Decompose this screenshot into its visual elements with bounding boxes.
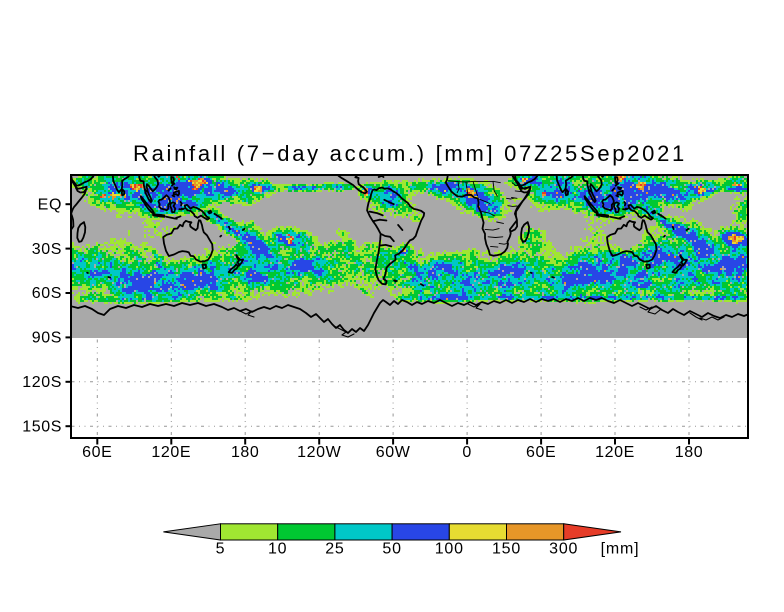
svg-text:60E: 60E bbox=[526, 444, 556, 461]
svg-text:30S: 30S bbox=[32, 241, 62, 258]
svg-text:0: 0 bbox=[462, 444, 472, 461]
svg-text:120E: 120E bbox=[151, 444, 191, 461]
svg-text:25: 25 bbox=[325, 541, 344, 558]
svg-text:10: 10 bbox=[268, 541, 287, 558]
svg-text:50: 50 bbox=[382, 541, 401, 558]
svg-text:120S: 120S bbox=[22, 374, 62, 391]
svg-text:EQ: EQ bbox=[38, 196, 62, 213]
svg-text:120E: 120E bbox=[595, 444, 635, 461]
svg-text:300: 300 bbox=[549, 541, 578, 558]
svg-text:Rainfall (7−day accum.) [mm] 0: Rainfall (7−day accum.) [mm] 07Z25Sep202… bbox=[133, 141, 687, 166]
svg-text:60E: 60E bbox=[82, 444, 112, 461]
svg-text:150S: 150S bbox=[22, 418, 62, 435]
svg-text:60W: 60W bbox=[376, 444, 411, 461]
svg-text:180: 180 bbox=[675, 444, 704, 461]
svg-text:60S: 60S bbox=[32, 285, 62, 302]
svg-text:90S: 90S bbox=[32, 330, 62, 347]
svg-text:120W: 120W bbox=[297, 444, 341, 461]
svg-text:100: 100 bbox=[435, 541, 464, 558]
svg-text:150: 150 bbox=[492, 541, 521, 558]
svg-text:5: 5 bbox=[216, 541, 226, 558]
svg-text:[mm]: [mm] bbox=[601, 541, 640, 558]
svg-text:180: 180 bbox=[231, 444, 260, 461]
